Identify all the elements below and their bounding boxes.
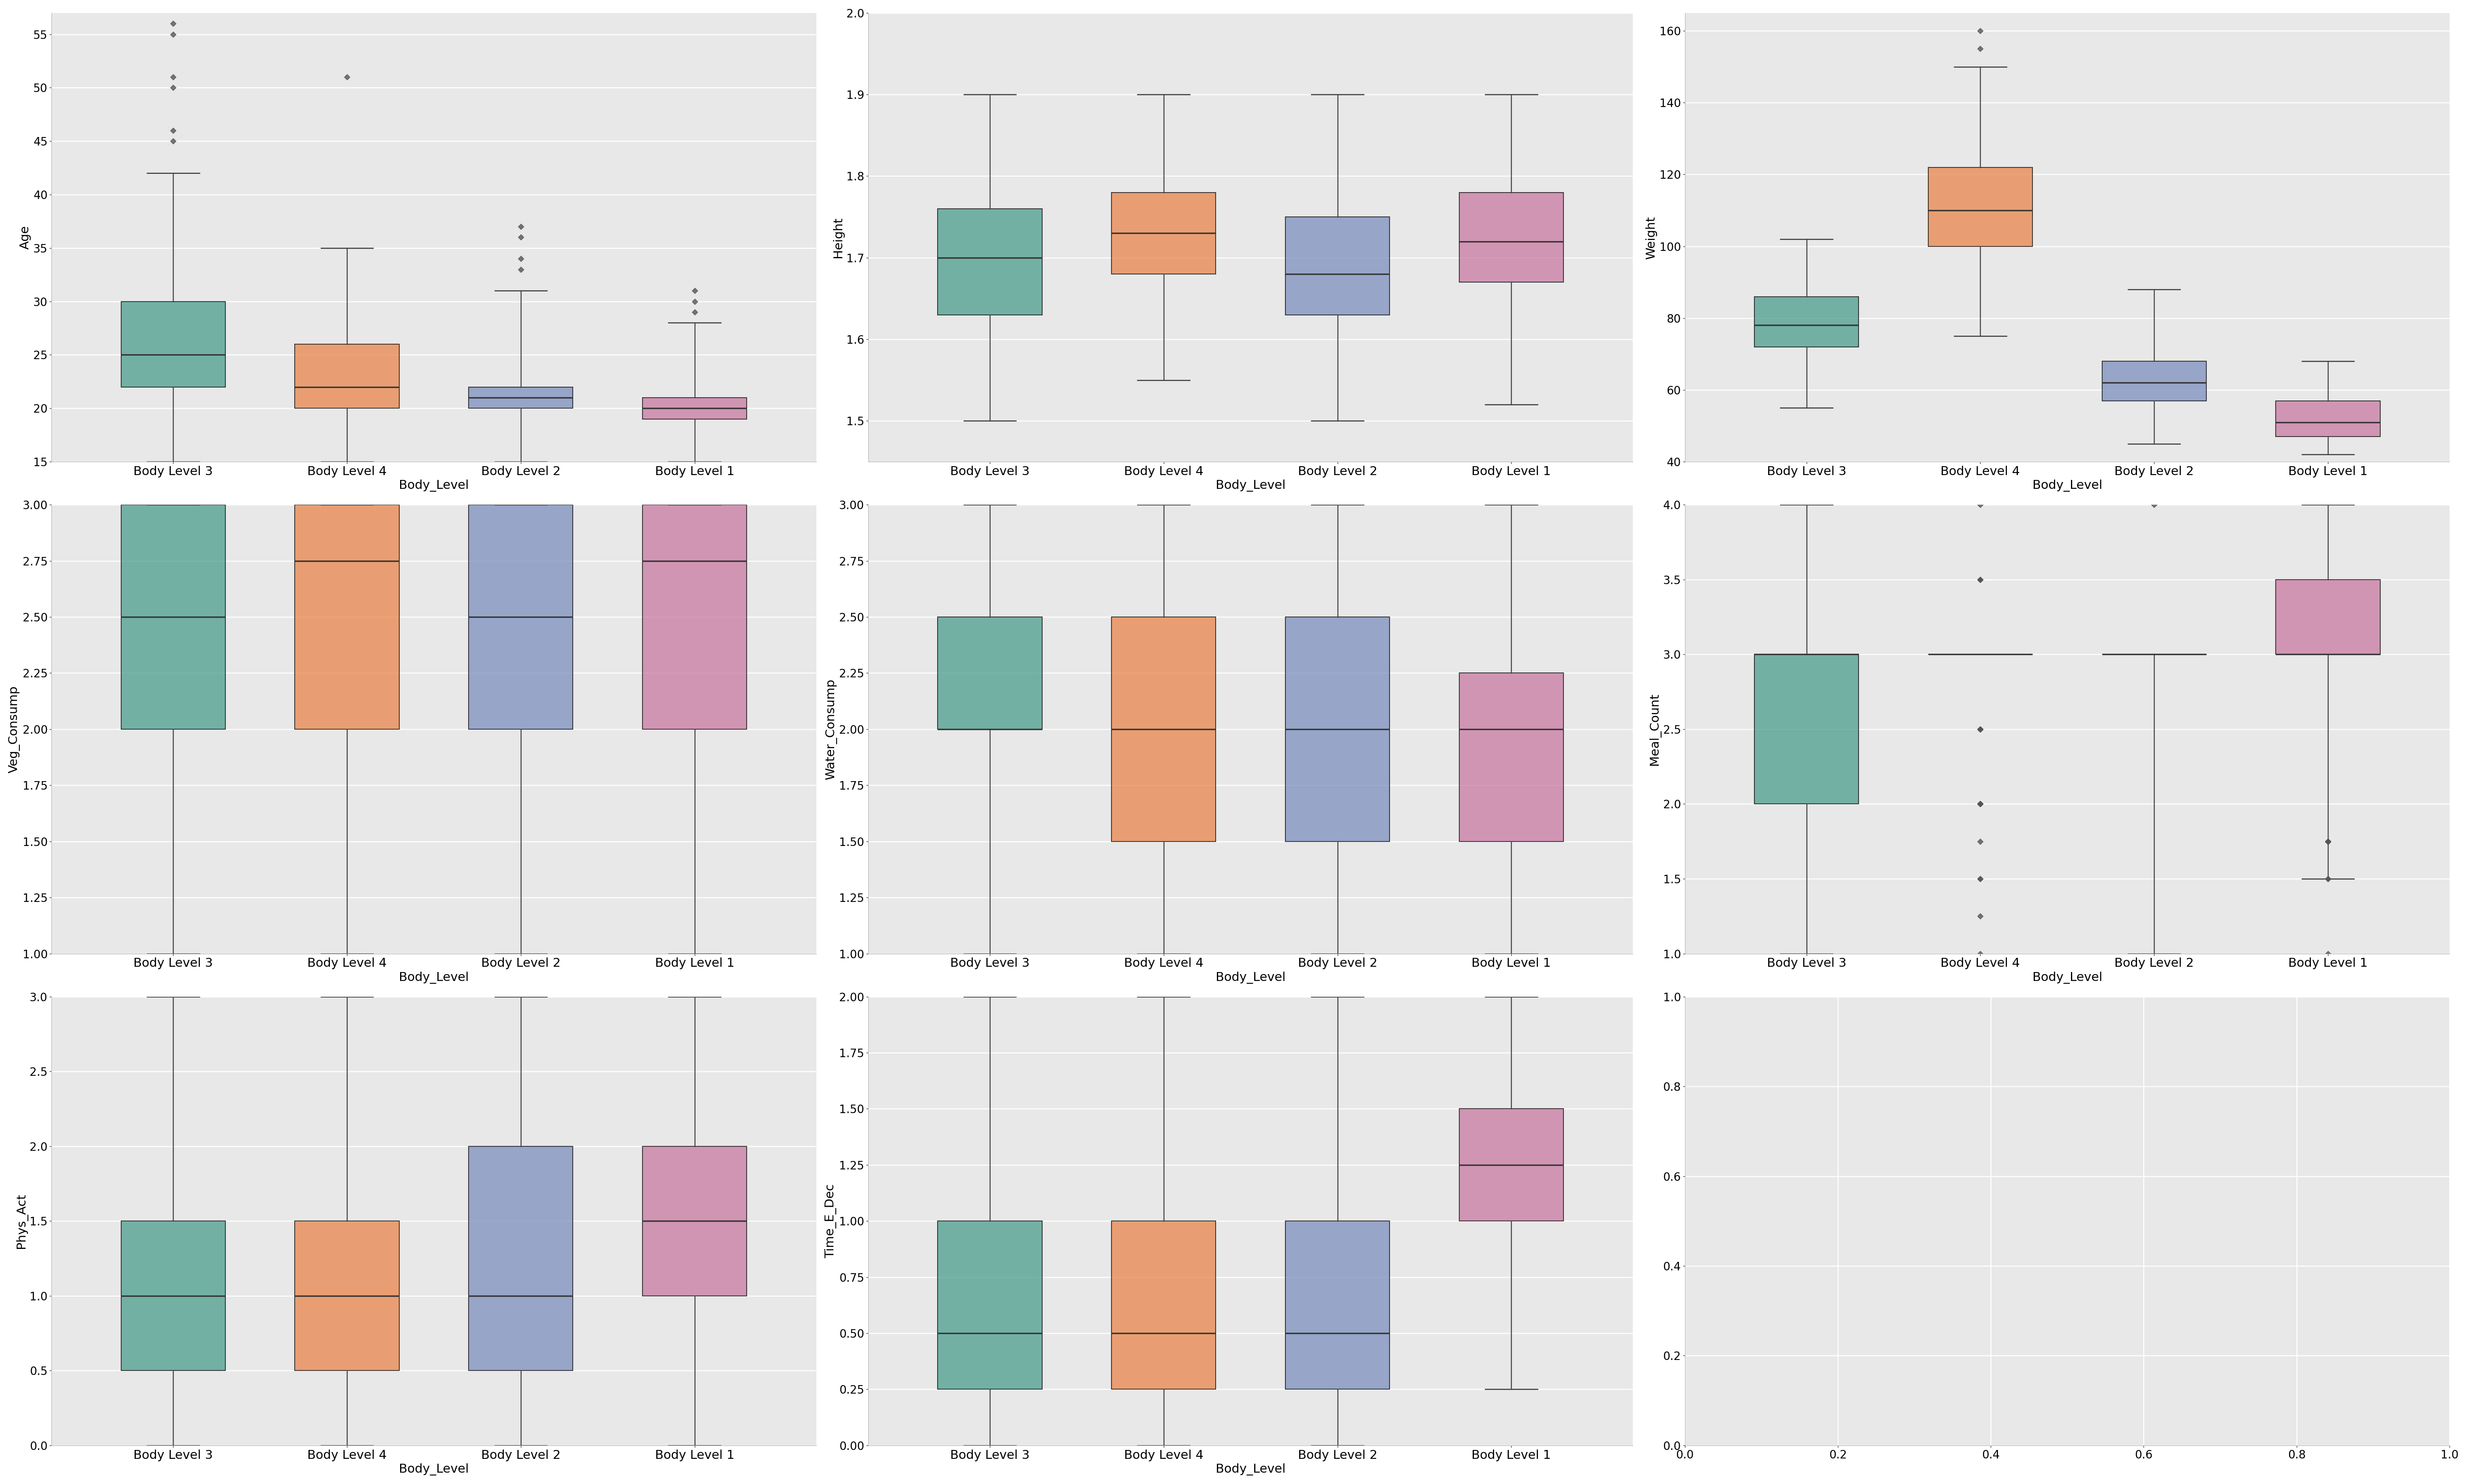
- PathPatch shape: [1113, 617, 1216, 841]
- PathPatch shape: [469, 505, 572, 729]
- X-axis label: Body_Level: Body_Level: [2033, 479, 2102, 491]
- X-axis label: Body_Level: Body_Level: [2033, 972, 2102, 984]
- PathPatch shape: [469, 387, 572, 408]
- PathPatch shape: [1113, 193, 1216, 275]
- PathPatch shape: [1113, 1221, 1216, 1389]
- PathPatch shape: [1458, 193, 1564, 282]
- PathPatch shape: [641, 398, 748, 418]
- PathPatch shape: [121, 505, 224, 729]
- X-axis label: Body_Level: Body_Level: [400, 972, 469, 984]
- PathPatch shape: [121, 1221, 224, 1371]
- PathPatch shape: [1285, 217, 1389, 315]
- PathPatch shape: [2275, 580, 2381, 654]
- PathPatch shape: [1458, 674, 1564, 841]
- PathPatch shape: [2102, 361, 2205, 401]
- Y-axis label: Water_Consump: Water_Consump: [824, 678, 836, 779]
- PathPatch shape: [641, 505, 748, 729]
- X-axis label: Body_Level: Body_Level: [1216, 972, 1285, 984]
- X-axis label: Body_Level: Body_Level: [1216, 1463, 1285, 1475]
- PathPatch shape: [937, 617, 1041, 729]
- PathPatch shape: [121, 301, 224, 387]
- X-axis label: Body_Level: Body_Level: [1216, 479, 1285, 491]
- X-axis label: Body_Level: Body_Level: [400, 479, 469, 491]
- PathPatch shape: [296, 344, 400, 408]
- X-axis label: Body_Level: Body_Level: [400, 1463, 469, 1475]
- PathPatch shape: [937, 1221, 1041, 1389]
- Y-axis label: Age: Age: [20, 226, 32, 249]
- PathPatch shape: [1458, 1109, 1564, 1221]
- PathPatch shape: [469, 1146, 572, 1371]
- PathPatch shape: [1929, 168, 2033, 246]
- Y-axis label: Weight: Weight: [1645, 215, 1658, 258]
- PathPatch shape: [1285, 1221, 1389, 1389]
- PathPatch shape: [2275, 401, 2381, 436]
- PathPatch shape: [1754, 297, 1858, 347]
- Y-axis label: Meal_Count: Meal_Count: [1648, 693, 1660, 766]
- PathPatch shape: [296, 505, 400, 729]
- PathPatch shape: [296, 1221, 400, 1371]
- Y-axis label: Height: Height: [831, 217, 844, 258]
- PathPatch shape: [1754, 654, 1858, 804]
- PathPatch shape: [1285, 617, 1389, 841]
- PathPatch shape: [937, 209, 1041, 315]
- Y-axis label: Time_E_Dec: Time_E_Dec: [824, 1184, 836, 1258]
- PathPatch shape: [641, 1146, 748, 1296]
- Y-axis label: Phys_Act: Phys_Act: [15, 1193, 27, 1248]
- Y-axis label: Veg_Consump: Veg_Consump: [7, 686, 20, 773]
